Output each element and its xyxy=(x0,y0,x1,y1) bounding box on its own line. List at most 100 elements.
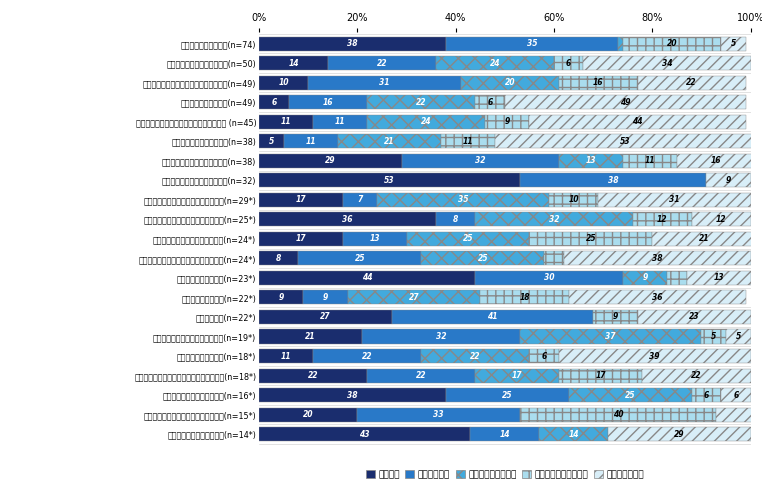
Text: 7: 7 xyxy=(357,196,363,204)
Bar xyxy=(343,232,407,246)
Text: 31: 31 xyxy=(379,78,389,87)
Bar xyxy=(544,251,564,266)
Bar xyxy=(441,134,495,148)
Bar xyxy=(338,134,441,148)
Bar xyxy=(608,427,751,441)
Bar xyxy=(392,310,594,324)
Text: 22: 22 xyxy=(416,98,427,107)
Bar xyxy=(259,427,470,441)
Bar xyxy=(677,154,755,168)
Bar xyxy=(716,408,762,422)
Bar xyxy=(505,95,746,109)
Bar xyxy=(259,154,402,168)
Bar xyxy=(313,115,367,129)
Text: 32: 32 xyxy=(549,215,559,224)
Text: 35: 35 xyxy=(527,39,537,48)
Bar xyxy=(638,75,746,90)
Bar xyxy=(470,427,539,441)
Bar xyxy=(530,115,746,129)
Bar xyxy=(667,271,687,285)
Text: 13: 13 xyxy=(370,234,379,244)
Bar xyxy=(259,115,313,129)
Text: 22: 22 xyxy=(470,351,481,361)
Text: 13: 13 xyxy=(713,273,724,282)
Text: 16: 16 xyxy=(593,78,604,87)
Text: 22: 22 xyxy=(376,59,387,68)
Text: 13: 13 xyxy=(585,156,596,165)
Bar xyxy=(259,251,299,266)
Bar xyxy=(259,310,392,324)
Bar xyxy=(721,388,751,402)
Text: 12: 12 xyxy=(657,215,668,224)
Text: 11: 11 xyxy=(645,156,655,165)
Text: 44: 44 xyxy=(632,117,643,126)
Bar xyxy=(367,368,475,383)
Text: 9: 9 xyxy=(642,273,648,282)
Text: 6: 6 xyxy=(542,351,547,361)
Bar xyxy=(638,310,751,324)
Text: 22: 22 xyxy=(308,371,319,380)
Bar xyxy=(642,368,751,383)
Bar xyxy=(347,291,480,304)
Text: 5: 5 xyxy=(269,137,274,146)
Bar xyxy=(568,388,692,402)
Bar xyxy=(598,193,751,207)
Text: 25: 25 xyxy=(502,391,513,400)
Text: 32: 32 xyxy=(436,332,447,341)
Text: 5: 5 xyxy=(735,332,741,341)
Text: 25: 25 xyxy=(478,254,488,263)
Bar xyxy=(475,271,623,285)
Text: 34: 34 xyxy=(661,59,672,68)
Text: 29: 29 xyxy=(325,156,335,165)
Bar xyxy=(259,95,289,109)
Text: 14: 14 xyxy=(568,430,579,439)
Bar xyxy=(362,329,520,343)
Bar xyxy=(726,329,751,343)
Bar xyxy=(520,329,702,343)
Text: 22: 22 xyxy=(691,371,702,380)
Text: 38: 38 xyxy=(608,176,618,185)
Text: 17: 17 xyxy=(512,371,523,380)
Text: 30: 30 xyxy=(544,273,554,282)
Text: 16: 16 xyxy=(711,156,722,165)
Text: 10: 10 xyxy=(278,78,289,87)
Bar xyxy=(475,368,559,383)
Text: 17: 17 xyxy=(296,234,306,244)
Bar xyxy=(475,212,632,226)
Text: 20: 20 xyxy=(504,78,515,87)
Text: 36: 36 xyxy=(342,215,353,224)
Bar xyxy=(407,232,530,246)
Text: 6: 6 xyxy=(704,391,709,400)
Bar xyxy=(559,368,642,383)
Bar xyxy=(259,56,328,70)
Bar xyxy=(259,212,436,226)
Bar xyxy=(259,329,362,343)
Text: 53: 53 xyxy=(620,137,630,146)
Text: 22: 22 xyxy=(416,371,427,380)
Text: 27: 27 xyxy=(320,313,331,321)
Text: 8: 8 xyxy=(276,254,281,263)
Bar xyxy=(313,349,421,363)
Bar xyxy=(259,291,303,304)
Bar xyxy=(530,232,652,246)
Bar xyxy=(652,232,755,246)
Bar xyxy=(259,134,283,148)
Text: 27: 27 xyxy=(408,293,419,302)
Text: 25: 25 xyxy=(625,391,636,400)
Text: 24: 24 xyxy=(490,59,500,68)
Bar xyxy=(706,173,751,187)
Bar xyxy=(702,329,726,343)
Text: 25: 25 xyxy=(585,234,596,244)
Bar xyxy=(687,271,751,285)
Bar xyxy=(436,56,554,70)
Bar xyxy=(549,193,598,207)
Bar xyxy=(402,154,559,168)
Text: 6: 6 xyxy=(733,391,738,400)
Bar xyxy=(618,37,623,50)
Bar xyxy=(259,232,343,246)
Bar xyxy=(568,291,746,304)
Text: 17: 17 xyxy=(296,196,306,204)
Text: 31: 31 xyxy=(669,196,680,204)
Bar xyxy=(259,368,367,383)
Text: 39: 39 xyxy=(649,351,660,361)
